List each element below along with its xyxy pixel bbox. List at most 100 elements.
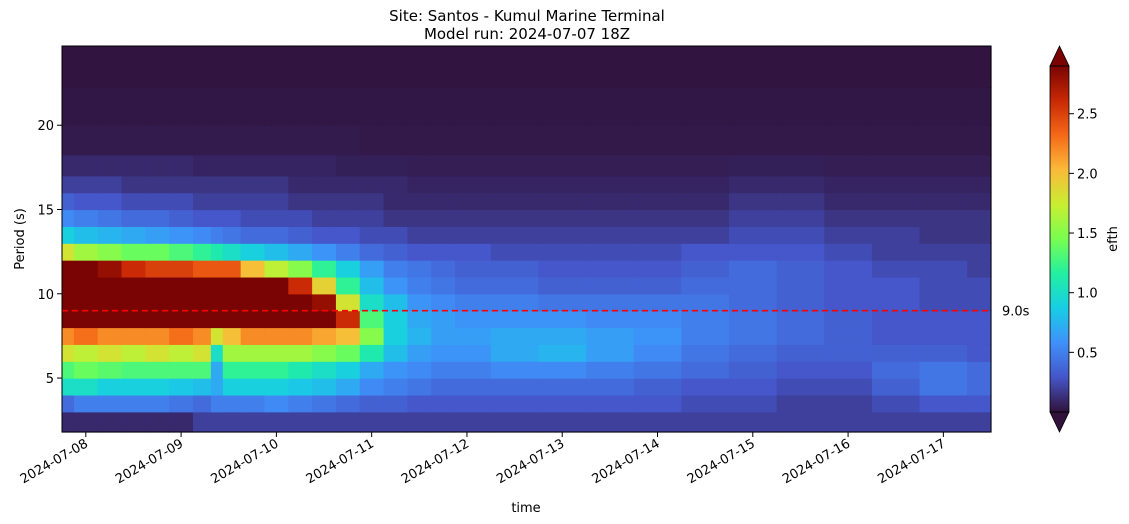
heatmap-cell bbox=[681, 394, 730, 413]
heatmap-cell bbox=[193, 154, 212, 177]
heatmap-cell bbox=[288, 87, 313, 126]
heatmap-cell bbox=[222, 46, 242, 88]
heatmap-cell bbox=[169, 293, 194, 312]
heatmap-cell bbox=[359, 125, 385, 156]
heatmap-cell bbox=[121, 310, 146, 329]
heatmap-cell bbox=[288, 226, 313, 244]
heatmap-cell bbox=[73, 394, 99, 413]
heatmap-cell bbox=[824, 209, 873, 227]
heatmap-cell bbox=[193, 361, 212, 379]
heatmap-cell bbox=[776, 260, 825, 278]
x-tick-label: 2024-07-17 bbox=[875, 436, 948, 487]
heatmap-cell bbox=[967, 125, 992, 156]
heatmap-cell bbox=[967, 378, 992, 396]
heatmap-cell bbox=[145, 378, 170, 396]
heatmap-cell bbox=[538, 293, 587, 312]
heatmap-cell bbox=[919, 192, 968, 211]
colorbar-gradient bbox=[1050, 66, 1069, 412]
heatmap-cell bbox=[431, 394, 456, 413]
heatmap-cell bbox=[121, 276, 146, 295]
chart-subtitle: Model run: 2024-07-07 18Z bbox=[424, 25, 630, 43]
heatmap-cell bbox=[538, 87, 587, 126]
heatmap-cell bbox=[193, 243, 212, 261]
heatmap-cell bbox=[871, 310, 921, 329]
heatmap-cell bbox=[169, 260, 194, 278]
heatmap-cell bbox=[193, 276, 212, 295]
heatmap-cell bbox=[728, 154, 778, 177]
heatmap-cell bbox=[121, 87, 146, 126]
heatmap-cell bbox=[633, 361, 682, 379]
heatmap-cell bbox=[407, 125, 432, 156]
heatmap-cell bbox=[455, 327, 492, 345]
heatmap-cell bbox=[264, 327, 289, 345]
heatmap-cell bbox=[312, 209, 337, 227]
heatmap-cell bbox=[193, 327, 212, 345]
heatmap-cell bbox=[169, 394, 194, 413]
heatmap-cell bbox=[169, 411, 194, 433]
heatmap-cell bbox=[145, 293, 170, 312]
heatmap-cell bbox=[824, 192, 873, 211]
heatmap-cell bbox=[586, 175, 635, 194]
heatmap-cell bbox=[776, 243, 825, 261]
heatmap-cell bbox=[97, 411, 123, 433]
heatmap-cell bbox=[633, 276, 682, 295]
heatmap-cell bbox=[97, 394, 123, 413]
heatmap-cell bbox=[824, 226, 873, 244]
heatmap-cell bbox=[193, 310, 212, 329]
heatmap-cell bbox=[633, 46, 682, 88]
heatmap-cell bbox=[312, 378, 337, 396]
heatmap-cell bbox=[824, 327, 873, 345]
heatmap-cell bbox=[62, 226, 75, 244]
heatmap-cell bbox=[407, 243, 432, 261]
heatmap-cell bbox=[169, 46, 194, 88]
reference-line-group: 9.0s bbox=[62, 305, 1030, 320]
heatmap-cell bbox=[264, 175, 289, 194]
heatmap-cell bbox=[359, 46, 385, 88]
heatmap-cell bbox=[681, 260, 730, 278]
heatmap-cell bbox=[871, 87, 921, 126]
heatmap-cell bbox=[728, 209, 778, 227]
heatmap-cell bbox=[288, 411, 313, 433]
heatmap-cell bbox=[240, 344, 266, 362]
heatmap-cell bbox=[586, 411, 635, 433]
heatmap-cell bbox=[383, 344, 408, 362]
heatmap-cell bbox=[335, 411, 361, 433]
heatmap-cell bbox=[824, 243, 873, 261]
heatmap-cell bbox=[240, 276, 266, 295]
heatmap-cell bbox=[169, 125, 194, 156]
heatmap-cell bbox=[919, 344, 968, 362]
heatmap-cell bbox=[871, 175, 921, 194]
heatmap-cell bbox=[193, 293, 212, 312]
heatmap-cell bbox=[121, 411, 146, 433]
heatmap-cell bbox=[383, 411, 408, 433]
heatmap-cell bbox=[193, 46, 212, 88]
heatmap-cell bbox=[383, 243, 408, 261]
heatmap-cell bbox=[240, 46, 266, 88]
heatmap-cell bbox=[240, 310, 266, 329]
heatmap-cell bbox=[169, 243, 194, 261]
heatmap-cell bbox=[919, 46, 968, 88]
heatmap-cell bbox=[335, 125, 361, 156]
heatmap-cell bbox=[222, 394, 242, 413]
heatmap-cell bbox=[97, 327, 123, 345]
heatmap-cell bbox=[407, 310, 432, 329]
y-tick-label: 10 bbox=[37, 288, 54, 303]
heatmap-cell bbox=[633, 175, 682, 194]
heatmap-cell bbox=[222, 226, 242, 244]
heatmap-cell bbox=[169, 154, 194, 177]
heatmap-cell bbox=[335, 87, 361, 126]
heatmap-cell bbox=[824, 175, 873, 194]
heatmap-cell bbox=[967, 310, 992, 329]
heatmap-cell bbox=[193, 411, 212, 433]
heatmap-cell bbox=[919, 125, 968, 156]
heatmap-cell bbox=[407, 209, 432, 227]
heatmap-cell bbox=[871, 243, 921, 261]
heatmap-cell bbox=[728, 293, 778, 312]
heatmap-cell bbox=[210, 260, 224, 278]
heatmap-cell bbox=[222, 260, 242, 278]
heatmap-cell bbox=[407, 87, 432, 126]
heatmap-cell bbox=[967, 361, 992, 379]
heatmap-cell bbox=[62, 192, 75, 211]
heatmap-cell bbox=[431, 154, 456, 177]
heatmap-cell bbox=[145, 87, 170, 126]
